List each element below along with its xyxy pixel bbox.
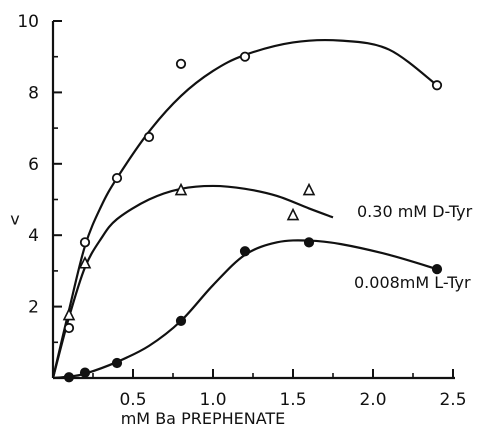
x-tick-label: 0.5 [119,390,146,410]
x-tick-label: 1.5 [279,390,306,410]
curve-l-tyr [52,239,438,380]
y-tick-label: 2 [28,298,39,318]
filled-circle-point [63,372,75,383]
data-markers [62,51,443,383]
filled-circle-point [239,246,251,257]
open-circle-point [239,51,251,62]
filled-circle-point [303,237,315,248]
open-triangle-point [286,207,300,221]
open-triangle-point [302,182,316,196]
open-circle-point [63,322,75,334]
x-tick-label: 2.5 [439,390,466,410]
y-tick-label: 4 [28,226,39,246]
curve-no-inhibitor [51,38,438,379]
axes: 0.5 1.0 1.5 2.0 2.5 2 4 6 8 10 [17,12,466,410]
y-tick-label: 10 [17,12,39,32]
y-axis-label: v [10,209,19,228]
open-circle-point [111,172,123,184]
filled-circle-point [175,315,187,326]
filled-circle-point [79,367,91,378]
series-label: 0.30 mM D-Tyr [357,202,473,221]
y-tick-label: 8 [28,83,39,103]
x-tick-label: 2.0 [359,390,386,410]
open-circle-point [431,80,443,91]
y-tick-label: 6 [28,155,39,175]
x-axis-label: mM Ba PREPHENATE [121,409,286,428]
curve-d-tyr [51,184,334,379]
open-triangle-point [78,255,92,269]
series-label: 0.008mM L-Tyr [354,273,471,292]
open-circle-point [175,58,187,69]
open-triangle-point [62,307,76,321]
open-circle-point [143,131,155,143]
x-tick-label: 1.0 [199,390,226,410]
labels: mM Ba PREPHENATE v 0.30 mM D-Tyr 0.008mM L-… [10,202,472,428]
open-triangle-point [174,182,188,196]
filled-circle-point [111,357,123,369]
filled-circle-point [431,264,443,275]
open-circle-point [79,237,91,248]
